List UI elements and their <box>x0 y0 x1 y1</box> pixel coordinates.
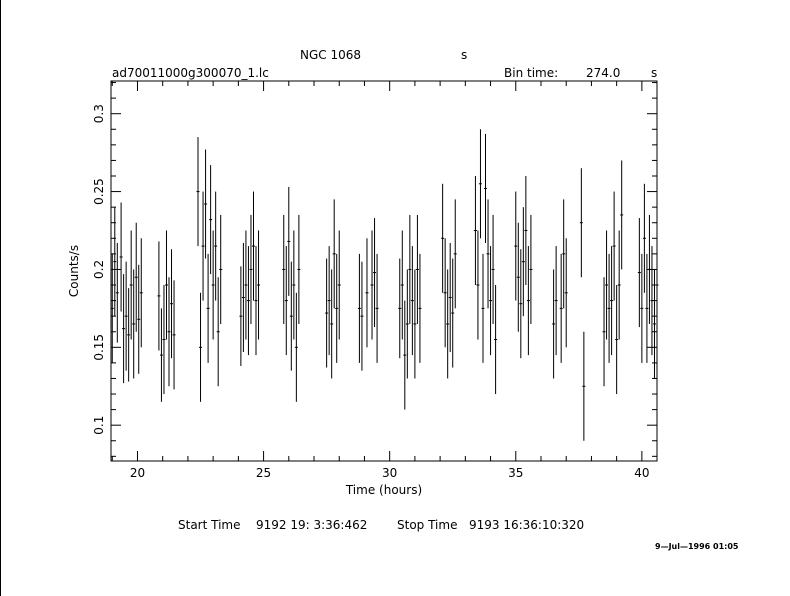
x-tick-label: 30 <box>382 466 397 480</box>
y-tick-label: 0.2 <box>92 260 106 279</box>
left-border <box>0 0 1 596</box>
bin-time-unit: s <box>651 66 658 80</box>
x-tick-label: 20 <box>130 466 145 480</box>
y-tick-label: 0.25 <box>92 178 106 205</box>
object-name: NGC 1068 <box>300 48 362 62</box>
x-tick-label: 25 <box>256 466 271 480</box>
object-suffix: s <box>461 48 468 62</box>
y-axis-label: Counts/s <box>67 245 81 297</box>
start-time-label: Start Time <box>178 518 241 532</box>
date-stamp: 9—Jul—1996 01:05 <box>655 542 739 551</box>
x-axis-label: Time (hours) <box>345 483 422 497</box>
y-tick-label: 0.15 <box>92 334 106 361</box>
x-tick-label: 35 <box>508 466 523 480</box>
y-tick-label: 0.3 <box>92 104 106 123</box>
y-tick-label: 0.1 <box>92 416 106 435</box>
file-name: ad70011000g300070_1.lc <box>112 66 269 80</box>
start-time-value: 9192 19: 3:36:462 <box>256 518 368 532</box>
bin-time-label: Bin time: <box>504 66 559 80</box>
bin-time-value: 274.0 <box>586 66 621 80</box>
stop-time-value: 9193 16:36:10:320 <box>469 518 585 532</box>
plot-frame <box>110 80 658 462</box>
stop-time-label: Stop Time <box>397 518 458 532</box>
x-tick-label: 40 <box>634 466 649 480</box>
